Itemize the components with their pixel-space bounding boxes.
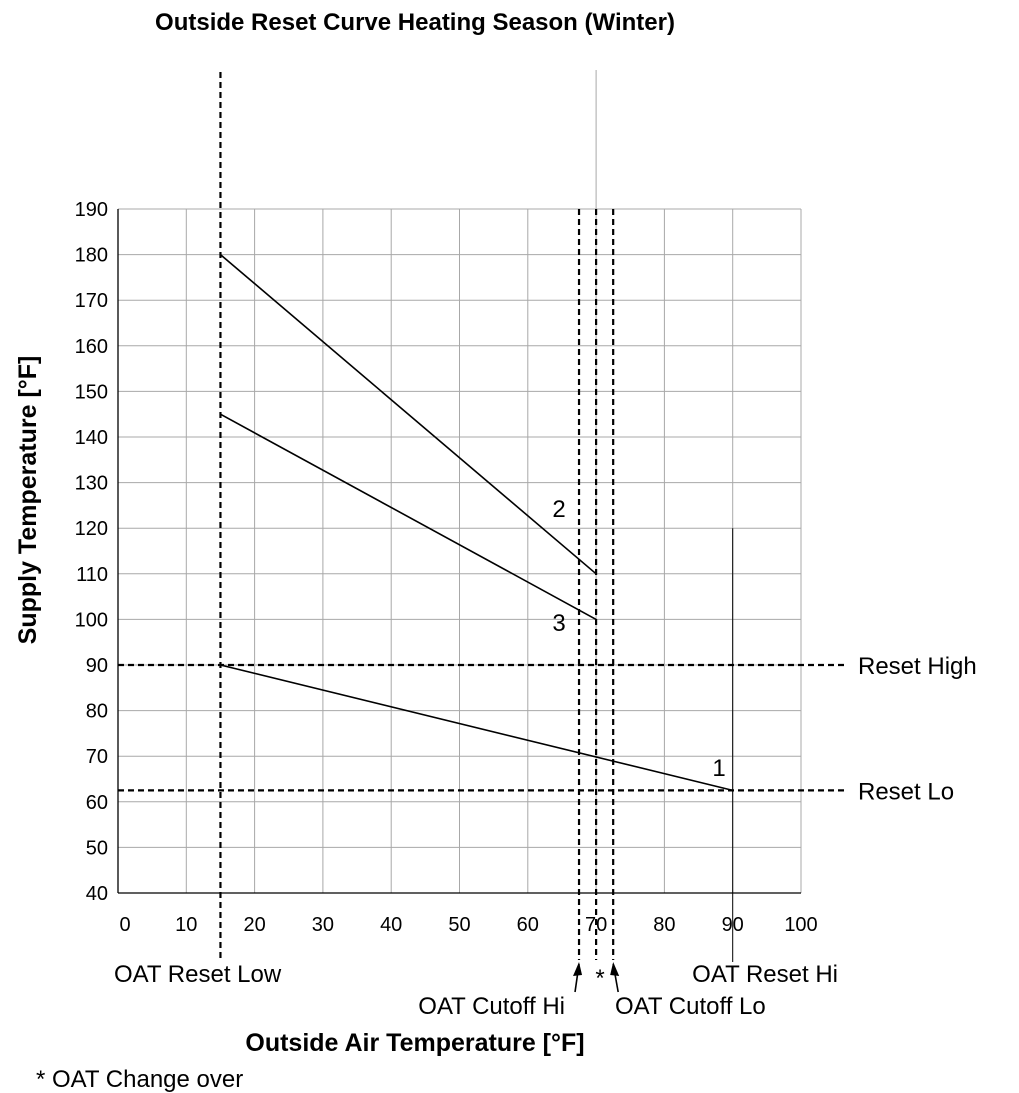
series-label-2: 2: [552, 496, 565, 523]
x-tick-label: 50: [448, 914, 470, 936]
y-tick-label: 150: [75, 381, 108, 403]
series-label-1: 1: [712, 755, 725, 782]
chart-title: Outside Reset Curve Heating Season (Wint…: [155, 9, 675, 36]
series-line-2: [219, 253, 597, 575]
y-tick-label: 190: [75, 199, 108, 221]
y-tick-label: 90: [86, 655, 108, 677]
label-oat-cutoff-lo: OAT Cutoff Lo: [615, 993, 766, 1020]
series-line-3: [220, 413, 597, 621]
y-tick-label: 180: [75, 245, 108, 267]
y-tick-label: 80: [86, 701, 108, 723]
label-oat-cutoff-hi: OAT Cutoff Hi: [418, 993, 565, 1020]
arrow-cutoff-lo-head: [610, 962, 620, 976]
axes: [117, 209, 801, 894]
ref-label-reset-high: Reset High: [858, 653, 977, 680]
series-label-3: 3: [552, 610, 565, 637]
x-tick-label: 30: [312, 914, 334, 936]
y-tick-label: 160: [75, 336, 108, 358]
y-tick-label: 140: [75, 427, 108, 449]
y-tick-label: 50: [86, 837, 108, 859]
label-changeover-star: *: [595, 965, 604, 992]
series-line-1: [220, 664, 733, 792]
x-tick-label: 0: [119, 914, 130, 936]
x-tick-label: 100: [784, 914, 817, 936]
arrow-cutoff-hi-head: [573, 962, 583, 976]
reference-lines: Reset High Reset Lo: [118, 72, 977, 962]
x-tick-label: 60: [517, 914, 539, 936]
y-tick-label: 110: [76, 564, 108, 586]
ref-label-reset-lo: Reset Lo: [858, 778, 954, 805]
y-tick-label: 40: [86, 883, 108, 905]
x-tick-label: 20: [243, 914, 265, 936]
footnote: * OAT Change over: [36, 1066, 243, 1093]
series-lines: [219, 253, 733, 792]
y-tick-label: 130: [75, 473, 108, 495]
y-axis-title: Supply Temperature [°F]: [14, 356, 42, 645]
y-tick-label: 120: [75, 518, 108, 540]
x-tick-label: 40: [380, 914, 402, 936]
x-tick-label: 80: [653, 914, 675, 936]
x-tick-label: 10: [175, 914, 197, 936]
annotations: 2 3 1 OAT Reset Low OAT Reset Hi * OAT Cutoff …: [114, 496, 838, 1020]
y-tick-label: 100: [75, 609, 108, 631]
label-oat-reset-hi: OAT Reset Hi: [692, 961, 838, 988]
y-tick-label: 170: [75, 290, 108, 312]
x-axis-title: Outside Air Temperature [°F]: [245, 1029, 584, 1057]
x-tick-label: 70: [585, 914, 607, 936]
tick-labels: 4050607080901001101201301401501601701801…: [75, 199, 818, 936]
label-oat-reset-low: OAT Reset Low: [114, 961, 282, 988]
y-tick-label: 70: [86, 746, 108, 768]
y-tick-label: 60: [86, 792, 108, 814]
